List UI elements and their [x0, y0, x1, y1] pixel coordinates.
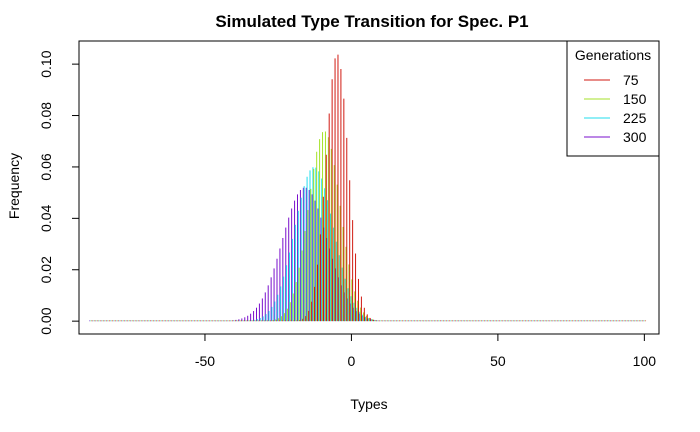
y-tick-label: 0.08 [38, 102, 54, 129]
axis-ticks-layer: -50 0 50 100 0.00 0.02 0.04 0.06 0.08 0.10 [38, 50, 656, 369]
x-tick-label: 0 [348, 353, 356, 369]
legend-item-300: 300 [584, 129, 647, 145]
legend-item-150: 150 [584, 91, 647, 107]
x-tick-label: -50 [195, 353, 215, 369]
chart-title: Simulated Type Transition for Spec. P1 [215, 12, 528, 31]
x-axis-label: Types [350, 396, 387, 412]
y-tick-label: 0.00 [38, 307, 54, 334]
legend-label: 150 [623, 91, 647, 107]
legend-item-75: 75 [584, 72, 639, 88]
series-225 [89, 167, 645, 322]
legend-label: 75 [623, 72, 639, 88]
legend-box [566, 40, 660, 157]
series-300 [89, 187, 644, 322]
series-150 [90, 131, 646, 322]
y-tick-label: 0.06 [38, 153, 54, 180]
y-tick-label: 0.10 [38, 50, 54, 77]
legend-label: 300 [623, 129, 647, 145]
data-lines-layer [89, 54, 647, 322]
series-75 [91, 54, 647, 322]
y-axis-label: Frequency [6, 153, 22, 219]
y-tick-label: 0.02 [38, 256, 54, 283]
legend-entries: 75 150 225 300 [584, 72, 647, 145]
legend-title: Generations [575, 47, 651, 63]
legend: Generations 75 150 225 300 [566, 40, 660, 157]
y-tick-label: 0.04 [38, 205, 54, 232]
legend-label: 225 [623, 110, 647, 126]
x-tick-label: 50 [490, 353, 506, 369]
x-tick-label: 100 [633, 353, 657, 369]
legend-item-225: 225 [584, 110, 647, 126]
plot-frame [78, 40, 660, 335]
